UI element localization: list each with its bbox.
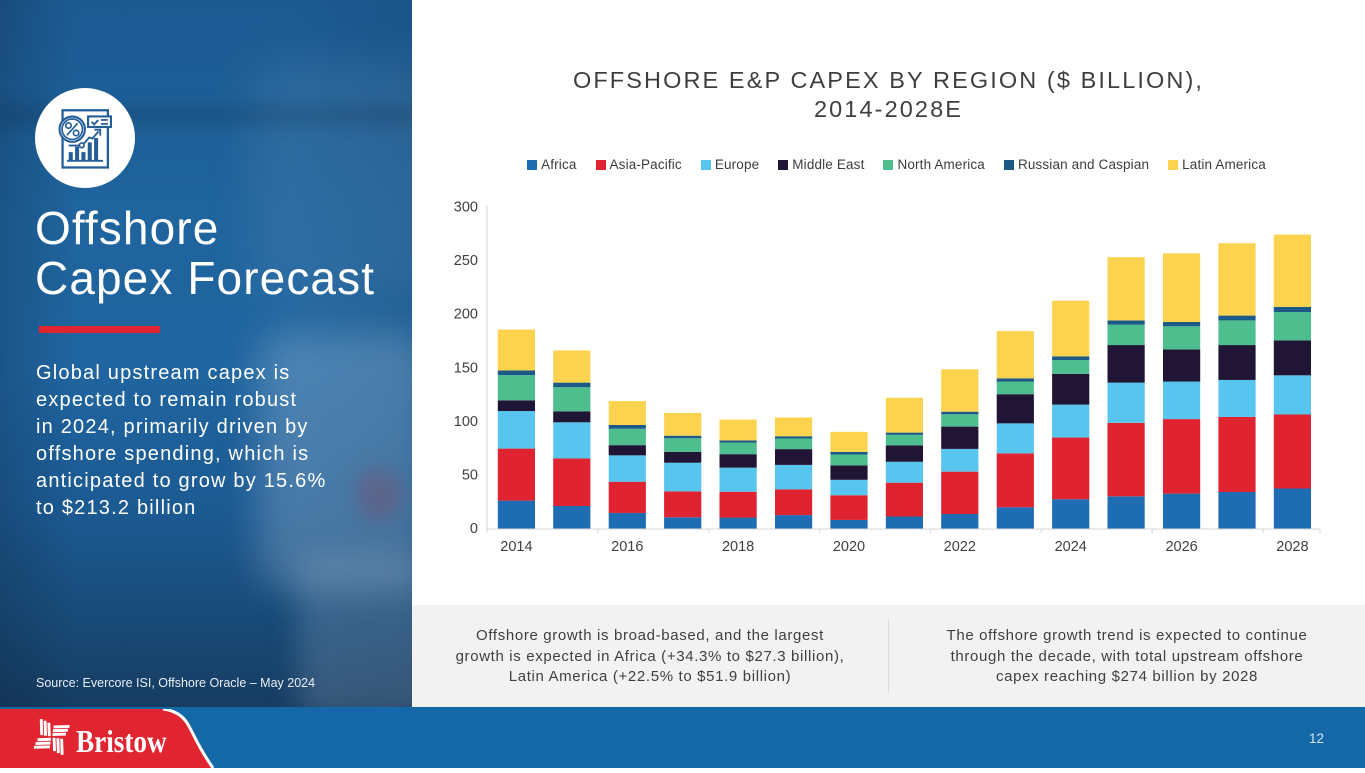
- svg-text:0: 0: [470, 521, 478, 537]
- svg-text:2018: 2018: [722, 539, 754, 555]
- svg-text:2026: 2026: [1165, 539, 1197, 555]
- svg-text:150: 150: [454, 360, 478, 376]
- svg-text:100: 100: [454, 414, 478, 430]
- svg-text:2022: 2022: [944, 539, 976, 555]
- svg-text:2016: 2016: [611, 539, 643, 555]
- svg-text:2024: 2024: [1055, 539, 1087, 555]
- svg-text:300: 300: [454, 199, 478, 215]
- svg-text:2014: 2014: [500, 539, 532, 555]
- svg-text:2020: 2020: [833, 539, 865, 555]
- svg-text:200: 200: [454, 307, 478, 323]
- svg-text:250: 250: [454, 253, 478, 269]
- svg-text:2028: 2028: [1276, 539, 1308, 555]
- svg-text:50: 50: [462, 468, 478, 484]
